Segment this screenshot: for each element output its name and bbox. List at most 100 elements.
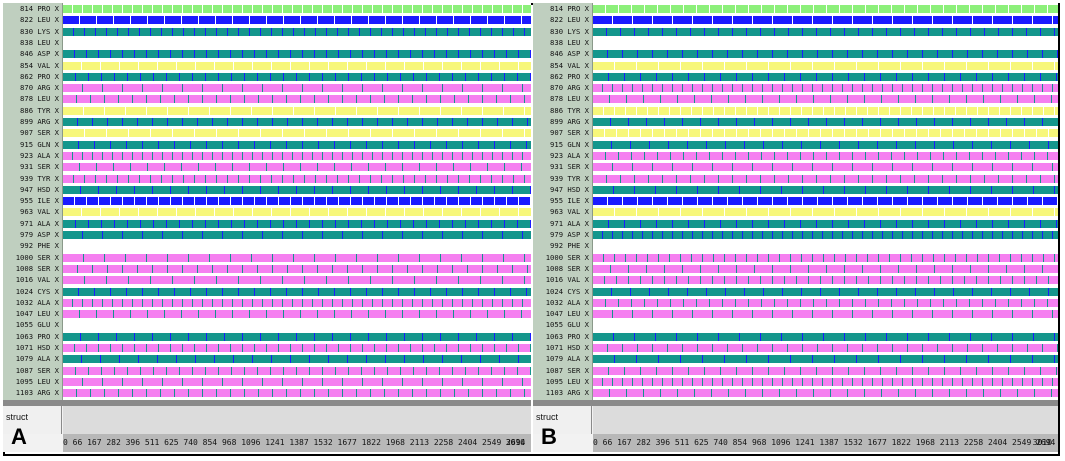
residue-track <box>63 344 531 352</box>
residue-track <box>593 208 1058 217</box>
residue-label: 1016 VAL X <box>545 275 589 285</box>
residue-track <box>593 106 1058 115</box>
residue-track <box>593 389 1058 398</box>
residue-track <box>593 242 1058 251</box>
residue-label: 1055 GLU X <box>545 320 589 330</box>
residue-label: 907 SER X <box>550 128 589 138</box>
residue-track <box>63 129 531 138</box>
timeline-tracks[interactable] <box>593 3 1058 400</box>
frame-ruler: 0 66 167 282 396 511 625 740 854 968 109… <box>593 434 1058 452</box>
panel-divider[interactable] <box>533 400 1058 406</box>
residue-label: 814 PRO X <box>20 4 59 13</box>
residue-track <box>63 5 531 13</box>
residue-track <box>593 84 1058 93</box>
residue-track <box>63 27 531 36</box>
ruler-end: 3010 <box>505 438 525 447</box>
residue-track <box>63 106 531 115</box>
residue-track <box>593 95 1058 104</box>
residue-track <box>593 355 1058 364</box>
residue-label: 822 LEU X <box>20 15 59 25</box>
residue-label: 971 ALA X <box>20 218 59 228</box>
residue-track <box>63 219 531 228</box>
residue-track <box>593 298 1058 307</box>
timeline-tracks[interactable] <box>63 3 531 400</box>
residue-track <box>63 231 531 239</box>
residue-track <box>63 163 531 172</box>
residue-track <box>593 377 1058 386</box>
residue-label: 1055 GLU X <box>15 320 59 330</box>
residue-label: 846 ASP X <box>550 49 589 59</box>
residue-track <box>593 310 1058 319</box>
residue-track <box>593 118 1058 126</box>
residue-label: 862 PRO X <box>20 71 59 81</box>
residue-label: 1047 LEU X <box>15 309 59 319</box>
residue-track <box>593 5 1058 13</box>
residue-label: 862 PRO X <box>550 71 589 81</box>
residue-label: 870 ARG X <box>20 83 59 93</box>
residue-label: 963 VAL X <box>20 207 59 217</box>
residue-track <box>593 332 1058 341</box>
residue-track <box>593 253 1058 262</box>
residue-label: 899 ARG X <box>20 117 59 126</box>
residue-label: 1000 SER X <box>545 252 589 262</box>
residue-track <box>63 61 531 70</box>
residue-label: 1087 SER X <box>545 365 589 375</box>
residue-track <box>593 321 1058 330</box>
residue-track <box>593 185 1058 194</box>
residue-track <box>593 140 1058 149</box>
residue-label: 931 SER X <box>550 162 589 172</box>
residue-label: 838 LEU X <box>20 37 59 47</box>
struct-row-label: struct <box>533 406 592 434</box>
residue-label: 1032 ALA X <box>545 297 589 307</box>
residue-track <box>593 38 1058 47</box>
residue-label: 1071 HSD X <box>15 343 59 352</box>
residue-label: 947 HSD X <box>550 184 589 194</box>
residue-label: 923 ALA X <box>20 150 59 160</box>
residue-label: 1063 PRO X <box>545 331 589 341</box>
residue-label: 1103 ARG X <box>15 388 59 398</box>
residue-track <box>63 118 531 126</box>
residue-label-column: 814 PRO X 822 LEU X 830 LYS X 838 LEU X 846 … <box>533 3 593 400</box>
residue-track <box>593 129 1058 138</box>
residue-label: 1071 HSD X <box>545 343 589 352</box>
residue-label: 822 LEU X <box>550 15 589 25</box>
residue-label: 854 VAL X <box>20 60 59 70</box>
residue-label: 1008 SER X <box>545 263 589 273</box>
residue-track <box>593 72 1058 81</box>
residue-track <box>593 174 1058 183</box>
ruler-ticks: 0 66 167 282 396 511 625 740 854 968 109… <box>63 438 526 447</box>
panel-divider[interactable] <box>3 400 531 406</box>
residue-label: 915 GLN X <box>550 139 589 149</box>
frame-ruler: 0 66 167 282 396 511 625 740 854 968 109… <box>63 434 531 452</box>
residue-label: 830 LYS X <box>20 26 59 36</box>
residue-track <box>63 366 531 375</box>
residue-track <box>593 287 1058 296</box>
residue-label: 931 SER X <box>20 162 59 172</box>
residue-label: 1000 SER X <box>15 252 59 262</box>
residue-track <box>63 174 531 183</box>
residue-track <box>63 140 531 149</box>
residue-label-column: 814 PRO X 822 LEU X 830 LYS X 838 LEU X 846 … <box>3 3 63 400</box>
residue-label: 1087 SER X <box>15 365 59 375</box>
residue-track <box>63 38 531 47</box>
residue-track <box>63 185 531 194</box>
panel-letter: B <box>541 424 557 449</box>
residue-track <box>63 276 531 285</box>
residue-label: 955 ILE X <box>550 196 589 206</box>
residue-label: 992 PHE X <box>550 241 589 251</box>
residue-track <box>63 310 531 319</box>
residue-track <box>593 50 1058 59</box>
residue-label: 886 TYR X <box>550 105 589 115</box>
residue-label: 1095 LEU X <box>545 376 589 386</box>
panel-a: 814 PRO X 822 LEU X 830 LYS X 838 LEU X 846 … <box>3 3 531 452</box>
residue-track <box>593 163 1058 172</box>
residue-label: 878 LEU X <box>20 94 59 104</box>
residue-track <box>593 151 1058 160</box>
residue-track <box>63 208 531 217</box>
ruler-ticks: 0 66 167 282 396 511 625 740 854 968 109… <box>593 438 1056 447</box>
residue-label: 886 TYR X <box>20 105 59 115</box>
residue-label: 1016 VAL X <box>15 275 59 285</box>
residue-track <box>593 61 1058 70</box>
residue-track <box>63 389 531 398</box>
residue-track <box>63 16 531 25</box>
